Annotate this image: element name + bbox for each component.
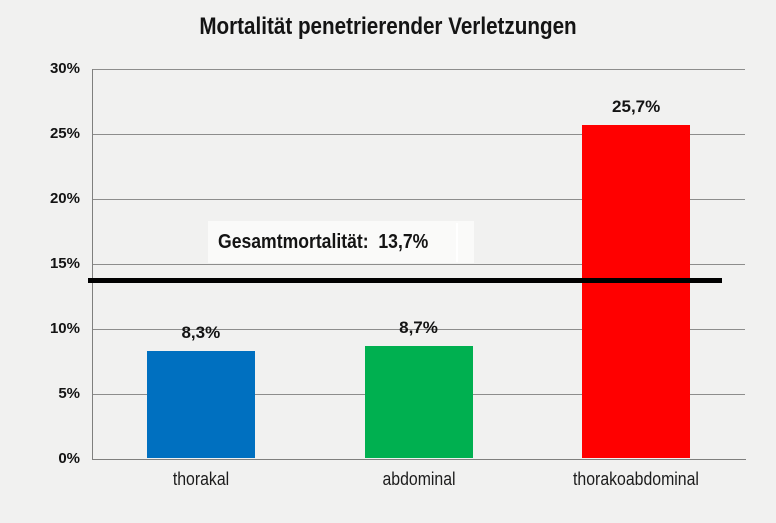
category-label-thorakoabdominal: thorakoabdominal [573,469,700,489]
ytick-label-20%: 20% [49,190,80,207]
ytick-label-15%: 15% [49,255,80,272]
text-cursor [456,223,458,262]
gridline-30% [92,68,745,70]
chart-title: Mortalität penetrierender Verletzungen [199,13,577,40]
ytick-label-0%: 0% [58,450,80,467]
ytick-label-10%: 10% [49,320,80,337]
y-axis-line [92,69,93,459]
reference-annotation-box [208,221,474,263]
category-label-abdominal: abdominal [381,469,456,489]
ytick-label-30%: 30% [49,60,80,77]
bar-thorakoabdominal [582,124,691,458]
gridline-20% [92,198,745,200]
gridline-15% [92,263,745,265]
x-axis-line [92,459,746,460]
category-label-thorakal: thorakal [172,469,230,489]
bar-value-label-abdominal: 8,7% [399,317,438,337]
bar-thorakal [146,351,255,458]
ytick-label-5%: 5% [58,385,80,402]
ytick-label-25%: 25% [49,125,80,142]
gridline-25% [92,133,745,135]
reference-annotation-label: Gesamtmortalität: 13,7% [218,231,429,253]
bar-abdominal [364,345,473,458]
reference-line [88,278,722,284]
bar-value-label-thorakoabdominal: 25,7% [612,96,661,116]
gridline-10% [92,328,745,330]
bar-value-label-thorakal: 8,3% [181,323,221,343]
